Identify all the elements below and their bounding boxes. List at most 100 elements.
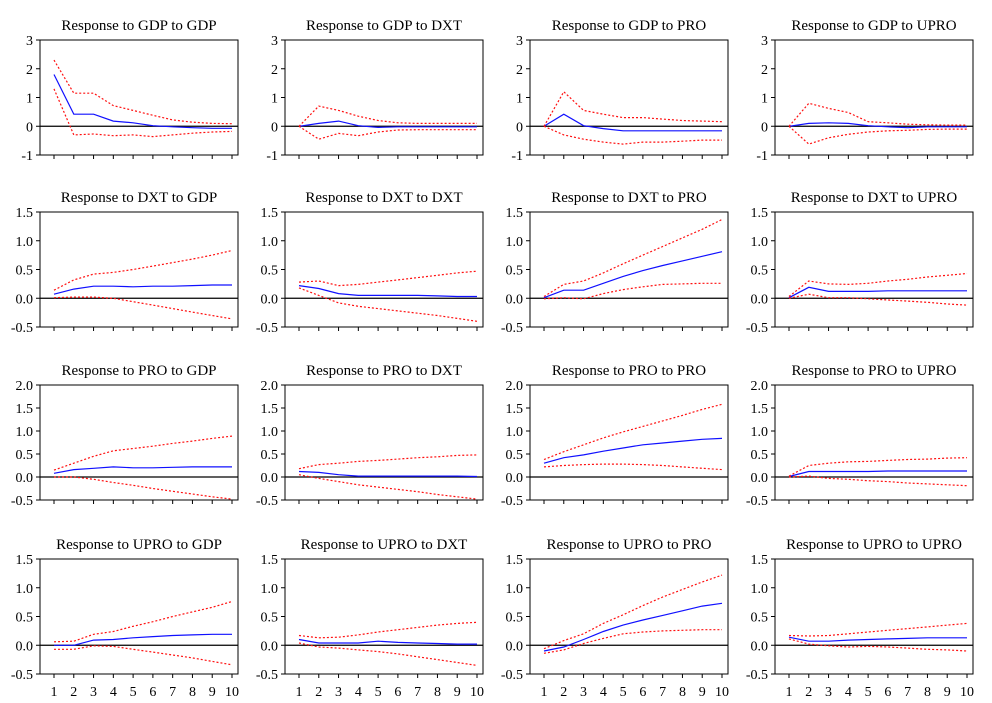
response-line (298, 638, 477, 645)
panel-title: Response to DXT to DXT (305, 190, 462, 206)
plot-frame (774, 558, 974, 675)
panel-title: Response to DXT to PRO (551, 190, 707, 206)
x-tick-label: 5 (865, 685, 872, 700)
irf-panel: Response to UPRO to PRO -0.5 0.0 0.5 1.0 1.5 1… (501, 537, 729, 700)
y-tick-label: -1 (756, 149, 768, 164)
y-tick-label: 1.0 (506, 582, 524, 597)
x-tick-label: 5 (130, 685, 137, 700)
y-tick-label: 0.5 (261, 448, 279, 463)
lower-band-line (298, 474, 478, 500)
irf-panel: Response to GDP to UPRO -1 0 1 2 3 (756, 18, 974, 164)
response-line (53, 74, 232, 129)
y-tick-label: 1 (516, 92, 523, 107)
plot-frame (39, 211, 239, 328)
y-tick-label: 1.5 (16, 206, 34, 221)
x-tick-label: 9 (209, 685, 216, 700)
irf-panel: Response to DXT to GDP -0.5 0.0 0.5 1.0 1.5 (11, 190, 239, 336)
upper-band-line (53, 249, 233, 291)
x-tick-label: 4 (600, 685, 607, 700)
y-tick-label: -0.5 (11, 321, 33, 336)
panel-title: Response to GDP to DXT (306, 18, 462, 34)
panel-title: Response to GDP to PRO (552, 18, 707, 34)
y-tick-label: 0.5 (751, 611, 769, 626)
y-tick-label: 0.0 (16, 639, 34, 654)
y-tick-label: 1.0 (506, 425, 524, 440)
y-tick-label: 2.0 (16, 379, 34, 394)
response-line (298, 470, 478, 478)
x-tick-label: 3 (825, 685, 832, 700)
upper-band-line (788, 102, 967, 127)
x-tick-label: 2 (560, 685, 567, 700)
y-tick-label: -0.5 (501, 321, 523, 336)
y-tick-label: 1 (26, 92, 33, 107)
x-tick-label: 5 (620, 685, 627, 700)
y-tick-label: 2.0 (261, 379, 279, 394)
y-tick-label: 0.0 (751, 639, 769, 654)
y-tick-label: 1.5 (506, 402, 524, 417)
irf-panel: Response to DXT to PRO -0.5 0.0 0.5 1.0 1.5 (501, 190, 729, 336)
y-tick-label: 0.0 (751, 471, 769, 486)
y-tick-label: 0.5 (506, 448, 524, 463)
y-tick-label: 3 (516, 34, 523, 49)
x-tick-label: 2 (315, 685, 322, 700)
lower-band-line (298, 125, 477, 140)
upper-band-line (543, 90, 723, 127)
x-tick-label: 7 (904, 685, 911, 700)
irf-panel: Response to UPRO to DXT -0.5 0.0 0.5 1.0 1.5 1… (256, 537, 484, 700)
plot-frame (774, 39, 974, 156)
response-line (543, 251, 723, 299)
x-tick-label: 9 (454, 685, 461, 700)
y-tick-label: -0.5 (11, 668, 33, 683)
plot-frame (774, 384, 974, 501)
y-tick-label: -1 (266, 149, 278, 164)
response-line (788, 470, 967, 478)
lower-band-line (53, 296, 233, 320)
panel-title: Response to PRO to GDP (61, 363, 216, 379)
y-tick-label: 0.0 (16, 471, 34, 486)
lower-band-line (543, 463, 723, 471)
x-tick-label: 6 (149, 685, 156, 700)
panel-title: Response to UPRO to UPRO (786, 537, 962, 553)
y-tick-label: 3 (271, 34, 278, 49)
upper-band-line (543, 574, 723, 650)
upper-band-line (298, 270, 478, 287)
irf-panel: Response to GDP to PRO -1 0 1 2 3 (511, 18, 729, 164)
panel-title: Response to PRO to PRO (552, 363, 706, 379)
plot-frame (529, 39, 729, 156)
upper-band-line (788, 272, 968, 297)
x-tick-label: 9 (699, 685, 706, 700)
response-line (298, 120, 477, 129)
response-line (788, 636, 967, 642)
y-tick-label: 0.5 (16, 611, 34, 626)
x-tick-label: 4 (355, 685, 362, 700)
y-tick-label: 0.5 (16, 264, 34, 279)
y-tick-label: 0.0 (506, 471, 524, 486)
y-tick-label: 2 (26, 63, 33, 78)
x-tick-label: 3 (90, 685, 97, 700)
y-tick-label: 1.0 (16, 425, 34, 440)
plot-frame (529, 558, 729, 675)
y-tick-label: 2 (761, 63, 768, 78)
panel-title: Response to PRO to UPRO (791, 363, 956, 379)
y-tick-label: 1.0 (261, 582, 279, 597)
upper-band-line (53, 59, 233, 125)
y-tick-label: -0.5 (746, 494, 768, 509)
response-line (788, 122, 967, 129)
response-line (53, 284, 232, 295)
lower-band-line (788, 638, 968, 652)
y-tick-label: -0.5 (746, 668, 768, 683)
y-tick-label: 0.5 (751, 448, 769, 463)
panel-title: Response to GDP to UPRO (791, 18, 956, 34)
response-line (788, 286, 967, 299)
y-tick-label: 1 (761, 92, 768, 107)
x-tick-label: 7 (414, 685, 421, 700)
x-tick-label: 2 (805, 685, 812, 700)
x-tick-label: 1 (296, 685, 303, 700)
x-tick-label: 10 (470, 685, 484, 700)
y-tick-label: 1.0 (751, 582, 769, 597)
x-tick-label: 3 (335, 685, 342, 700)
response-line (298, 285, 477, 298)
upper-band-line (298, 105, 477, 127)
irf-panel: Response to GDP to DXT -1 0 1 2 3 (266, 18, 484, 164)
